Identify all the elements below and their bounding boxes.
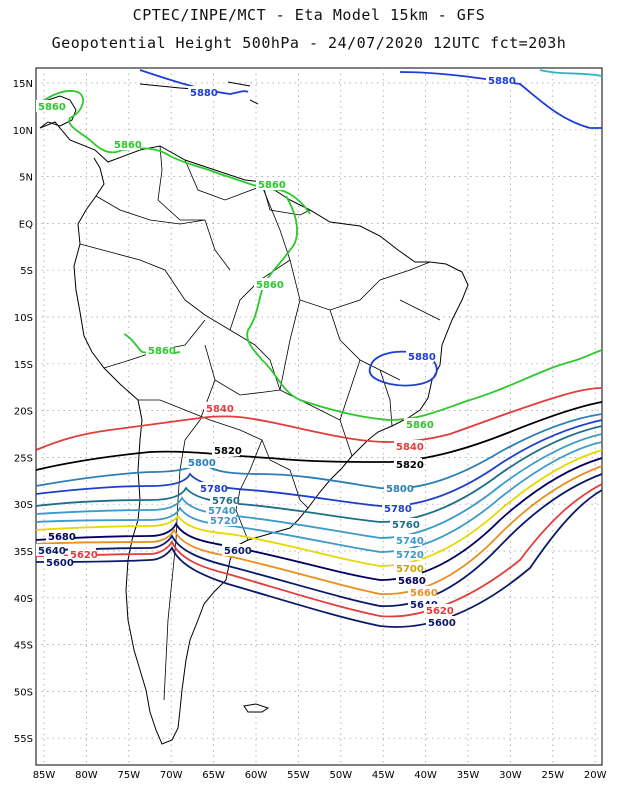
contour-label: 5680 xyxy=(398,576,426,587)
lon-label: 65W xyxy=(202,770,225,781)
lon-label: 50W xyxy=(329,770,352,781)
lon-label: 20W xyxy=(584,770,607,781)
lon-label: 25W xyxy=(541,770,564,781)
lat-label: 35S xyxy=(14,547,33,558)
lon-label: 85W xyxy=(33,770,56,781)
lon-label: 35W xyxy=(457,770,480,781)
central-america xyxy=(36,95,77,129)
contour-label: 5860 xyxy=(258,180,286,191)
contour-label: 5860 xyxy=(406,420,434,431)
falklands xyxy=(243,703,270,713)
lon-label: 80W xyxy=(75,770,98,781)
contours xyxy=(36,69,602,628)
lon-label: 75W xyxy=(117,770,140,781)
contour-label: 5600 xyxy=(46,558,74,569)
contour-label: 5600 xyxy=(428,618,456,629)
lon-label: 70W xyxy=(160,770,183,781)
contour-label: 5640 xyxy=(410,600,438,611)
coastlines xyxy=(36,81,469,745)
lon-label: 40W xyxy=(414,770,437,781)
contour-label: 5720 xyxy=(396,550,424,561)
contour-label: 5640 xyxy=(38,546,66,557)
map-title-line2: Geopotential Height 500hPa - 24/07/2020 … xyxy=(51,34,567,52)
lat-label: 55S xyxy=(14,734,33,745)
contour-label: 5780 xyxy=(384,504,412,515)
south-america-coast xyxy=(39,121,469,745)
contour-label: 5880 xyxy=(190,88,218,99)
contour-labels: 5880 5880 5880 5860 5860 5860 5860 5860 … xyxy=(36,74,516,629)
contour-5660 xyxy=(36,465,602,595)
lon-label: 30W xyxy=(499,770,522,781)
contour-label: 5880 xyxy=(488,76,516,87)
contour-5620 xyxy=(36,483,602,618)
contour-label: 5860 xyxy=(38,102,66,113)
contour-label: 5600 xyxy=(224,546,252,557)
lat-label: 10N xyxy=(13,126,33,137)
contour-label: 5680 xyxy=(48,532,76,543)
lat-label: 15S xyxy=(14,360,33,371)
map-frame xyxy=(35,67,603,766)
contour-label: 5800 xyxy=(188,458,216,469)
contour-label: 5620 xyxy=(70,550,98,561)
lat-label: 5N xyxy=(19,173,33,184)
contour-5640 xyxy=(36,473,602,607)
contour-5840 xyxy=(36,387,602,451)
lat-label: 30S xyxy=(14,500,33,511)
contour-5860-north xyxy=(37,90,311,215)
contour-5880-loop xyxy=(368,350,438,387)
contour-5760 xyxy=(36,425,602,523)
contour-label: 5620 xyxy=(426,606,454,617)
graticule xyxy=(36,68,602,765)
contour-5800 xyxy=(36,413,602,490)
contour-label: 5840 xyxy=(206,404,234,415)
contour-5780 xyxy=(36,419,602,508)
lat-label: 15N xyxy=(13,79,33,90)
lon-label: 60W xyxy=(245,770,268,781)
lat-label: 20S xyxy=(14,407,33,418)
contour-label: 5760 xyxy=(212,496,240,507)
contour-label: 5660 xyxy=(410,588,438,599)
contour-5720 xyxy=(36,441,602,553)
contour-5820 xyxy=(36,401,602,471)
map-title-line1: CPTEC/INPE/MCT - Eta Model 15km - GFS xyxy=(132,6,486,24)
contour-label: 5840 xyxy=(396,442,424,453)
lat-label: 10S xyxy=(14,313,33,324)
contour-5880-north xyxy=(139,69,249,95)
longitude-labels: 85W 80W 75W 70W 65W 60W 55W 50W 45W 40W 35W 30W 25W 2… xyxy=(33,770,607,781)
brazil-states xyxy=(229,185,441,427)
contour-5700 xyxy=(36,449,602,567)
lat-label: 45S xyxy=(14,641,33,652)
contour-5680 xyxy=(36,457,602,581)
contour-label: 5740 xyxy=(396,536,424,547)
contour-label: 5860 xyxy=(256,280,284,291)
contour-5740 xyxy=(36,433,602,539)
contour-5880-cyan xyxy=(539,69,602,77)
contour-label: 5820 xyxy=(214,446,242,457)
lon-label: 55W xyxy=(287,770,310,781)
contour-5880-ne xyxy=(399,71,602,129)
lat-label: EQ xyxy=(19,219,33,230)
contour-5860-amazon xyxy=(246,195,602,421)
lat-label: 40S xyxy=(14,594,33,605)
contour-label: 5700 xyxy=(396,564,424,575)
lat-label: 25S xyxy=(14,453,33,464)
lat-label: 5S xyxy=(20,266,33,277)
contour-label: 5860 xyxy=(114,140,142,151)
latitude-labels: 15N 10N 5N EQ 5S 10S 15S 20S 25S 30S 35S 40S 45S 50S 5… xyxy=(13,79,33,745)
contour-label: 5800 xyxy=(386,484,414,495)
contour-label: 5720 xyxy=(210,516,238,527)
contour-label: 5780 xyxy=(200,484,228,495)
contour-label: 5760 xyxy=(392,520,420,531)
contour-label: 5740 xyxy=(208,506,236,517)
contour-label: 5880 xyxy=(408,352,436,363)
contour-label: 5860 xyxy=(148,346,176,357)
lon-label: 45W xyxy=(372,770,395,781)
contour-5600 xyxy=(36,489,602,628)
lat-label: 50S xyxy=(14,687,33,698)
borders xyxy=(79,145,353,701)
contour-label: 5820 xyxy=(396,460,424,471)
